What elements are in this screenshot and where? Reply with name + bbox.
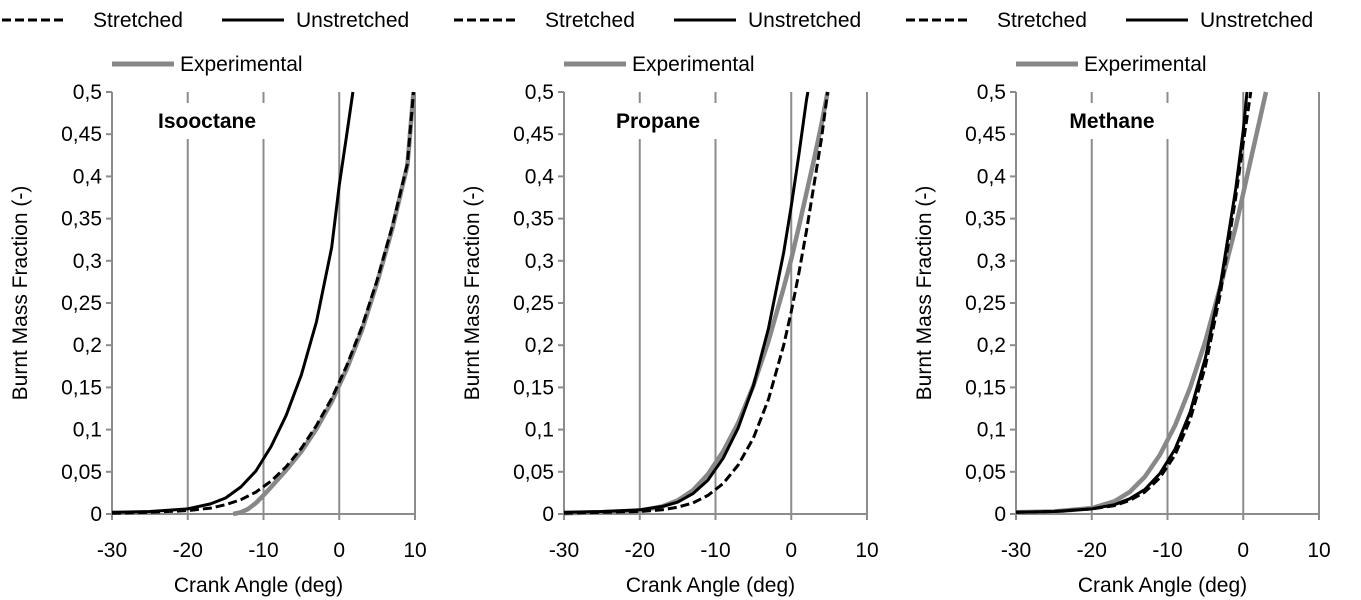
y-tick-label: 0,15 <box>513 376 554 399</box>
x-tick-label: 0 <box>333 539 345 562</box>
panel-title: Isooctane <box>158 110 256 133</box>
panel-isooctane: 0 0,05 0,1 0,15 0,2 0,25 0,3 0,35 0,4 0,45 0,5 -30 -… <box>2 9 427 597</box>
y-tick-label: 0,25 <box>513 292 554 315</box>
y-tick-label: 0,3 <box>73 250 102 273</box>
y-tick-label: 0,35 <box>61 208 102 231</box>
x-tick-label: -20 <box>173 539 203 562</box>
series-line-unstretched <box>563 91 810 514</box>
x-tick-label: 10 <box>403 539 426 562</box>
x-tick-label: 10 <box>855 539 878 562</box>
series-line-unstretched <box>1015 91 1249 514</box>
y-axis-title: Burnt Mass Fraction (-) <box>913 186 936 401</box>
legend-label-stretched: Stretched <box>545 9 635 32</box>
x-tick-label: -20 <box>625 539 655 562</box>
y-tick-label: 0,4 <box>977 165 1007 188</box>
x-tick-label: -30 <box>549 539 579 562</box>
series-line-experimental <box>232 91 416 517</box>
x-tick-label: -10 <box>700 539 730 562</box>
y-tick-label: 0 <box>994 503 1006 526</box>
y-tick-label: 0,5 <box>525 81 554 104</box>
panel-methane: 0 0,05 0,1 0,15 0,2 0,25 0,3 0,35 0,4 0,45 0,5 -30 -… <box>906 9 1331 597</box>
series-line-unstretched <box>111 91 355 514</box>
legend-label-experimental: Experimental <box>1084 53 1207 76</box>
y-tick-label: 0,35 <box>965 208 1006 231</box>
y-tick-label: 0,3 <box>525 250 554 273</box>
x-tick-label: 0 <box>1237 539 1249 562</box>
series-line-experimental <box>563 91 830 516</box>
series-line-stretched <box>1015 91 1253 514</box>
x-tick-label: -20 <box>1077 539 1107 562</box>
y-tick-label: 0,5 <box>977 81 1006 104</box>
y-tick-label: 0,4 <box>525 165 555 188</box>
y-axis-title: Burnt Mass Fraction (-) <box>9 186 32 401</box>
y-tick-label: 0,4 <box>73 165 103 188</box>
y-tick-label: 0,35 <box>513 208 554 231</box>
legend-label-experimental: Experimental <box>632 53 755 76</box>
y-tick-label: 0,05 <box>965 461 1006 484</box>
legend-label-stretched: Stretched <box>93 9 183 32</box>
y-tick-label: 0,25 <box>61 292 102 315</box>
y-tick-label: 0,1 <box>525 419 554 442</box>
y-tick-label: 0,1 <box>73 419 102 442</box>
y-tick-label: 0 <box>542 503 554 526</box>
y-tick-label: 0,25 <box>965 292 1006 315</box>
series-line-stretched <box>563 91 830 515</box>
legend-label-unstretched: Unstretched <box>296 9 409 32</box>
legend-label-stretched: Stretched <box>997 9 1087 32</box>
x-tick-label: 10 <box>1307 539 1330 562</box>
legend-label-unstretched: Unstretched <box>748 9 861 32</box>
y-tick-label: 0,5 <box>73 81 102 104</box>
panel-title: Methane <box>1069 110 1154 133</box>
x-axis-title: Crank Angle (deg) <box>626 574 795 597</box>
y-tick-label: 0,05 <box>513 461 554 484</box>
y-tick-label: 0,2 <box>73 334 102 357</box>
x-axis-title: Crank Angle (deg) <box>174 574 343 597</box>
x-axis-title: Crank Angle (deg) <box>1078 574 1247 597</box>
x-tick-label: -30 <box>97 539 127 562</box>
panel-title: Propane <box>616 110 700 133</box>
y-tick-label: 0,15 <box>965 376 1006 399</box>
x-tick-label: 0 <box>785 539 797 562</box>
y-tick-label: 0,15 <box>61 376 102 399</box>
y-tick-label: 0,45 <box>513 123 554 146</box>
y-tick-label: 0,2 <box>525 334 554 357</box>
legend-label-experimental: Experimental <box>180 53 303 76</box>
y-tick-label: 0,1 <box>977 419 1006 442</box>
y-tick-label: 0 <box>90 503 102 526</box>
legend-label-unstretched: Unstretched <box>1200 9 1313 32</box>
y-tick-label: 0,45 <box>965 123 1006 146</box>
panel-title-background <box>593 103 723 139</box>
x-tick-label: -10 <box>248 539 278 562</box>
panel-title-background <box>1047 103 1177 139</box>
series-line-stretched <box>111 91 415 515</box>
y-tick-label: 0,05 <box>61 461 102 484</box>
series-line-experimental <box>1015 91 1269 515</box>
panel-propane: 0 0,05 0,1 0,15 0,2 0,25 0,3 0,35 0,4 0,45 0,5 -30 -… <box>454 9 879 597</box>
y-axis-title: Burnt Mass Fraction (-) <box>461 186 484 401</box>
panel-title-background <box>142 103 272 139</box>
y-tick-label: 0,2 <box>977 334 1006 357</box>
y-tick-label: 0,45 <box>61 123 102 146</box>
x-tick-label: -10 <box>1152 539 1182 562</box>
y-tick-label: 0,3 <box>977 250 1006 273</box>
x-tick-label: -30 <box>1001 539 1031 562</box>
